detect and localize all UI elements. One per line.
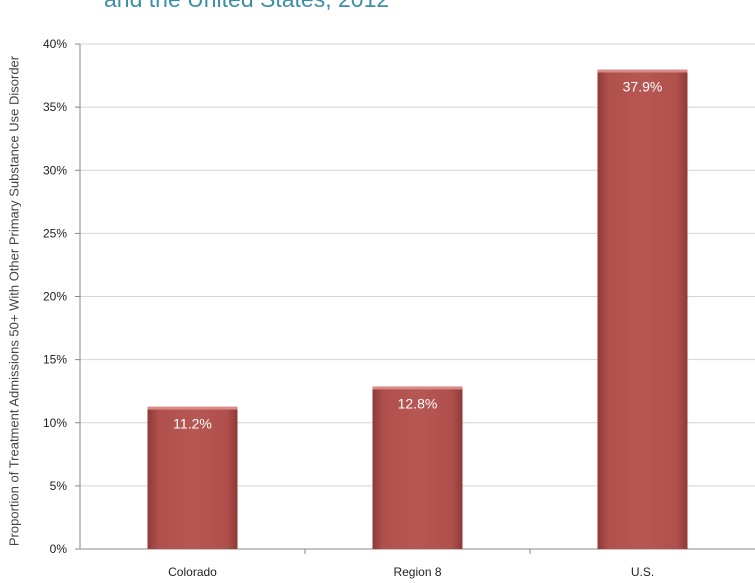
category-label: U.S.	[631, 565, 654, 579]
data-label: 37.9%	[623, 79, 663, 95]
y-tick-label: 20%	[43, 290, 67, 304]
bar	[147, 407, 238, 549]
data-labels: 11.2% 12.8% 37.9%	[173, 79, 662, 432]
bar-top-highlight	[372, 386, 463, 390]
bar	[372, 387, 463, 549]
data-label: 11.2%	[173, 416, 212, 432]
category-label: Colorado	[168, 565, 217, 579]
y-tick-label: 15%	[43, 353, 67, 367]
chart-title: and the United States, 2012	[104, 0, 389, 13]
bar	[597, 70, 688, 549]
y-tick-labels: 0% 5% 10% 15% 20% 25% 30% 35% 40%	[43, 37, 67, 556]
bar-top-highlight	[147, 406, 238, 410]
y-tick-label: 25%	[43, 226, 67, 240]
y-tick-label: 40%	[43, 37, 67, 51]
category-label: Region 8	[393, 565, 441, 579]
y-tick-label: 30%	[43, 163, 67, 177]
bar-top-highlight	[597, 69, 688, 73]
category-labels: Colorado Region 8 U.S.	[168, 565, 654, 579]
y-tick-label: 35%	[43, 100, 67, 114]
y-tick-label: 0%	[50, 542, 68, 556]
y-tick-label: 5%	[50, 479, 68, 493]
y-tick-label: 10%	[43, 416, 67, 430]
bars	[147, 69, 688, 549]
data-label: 12.8%	[398, 395, 438, 411]
